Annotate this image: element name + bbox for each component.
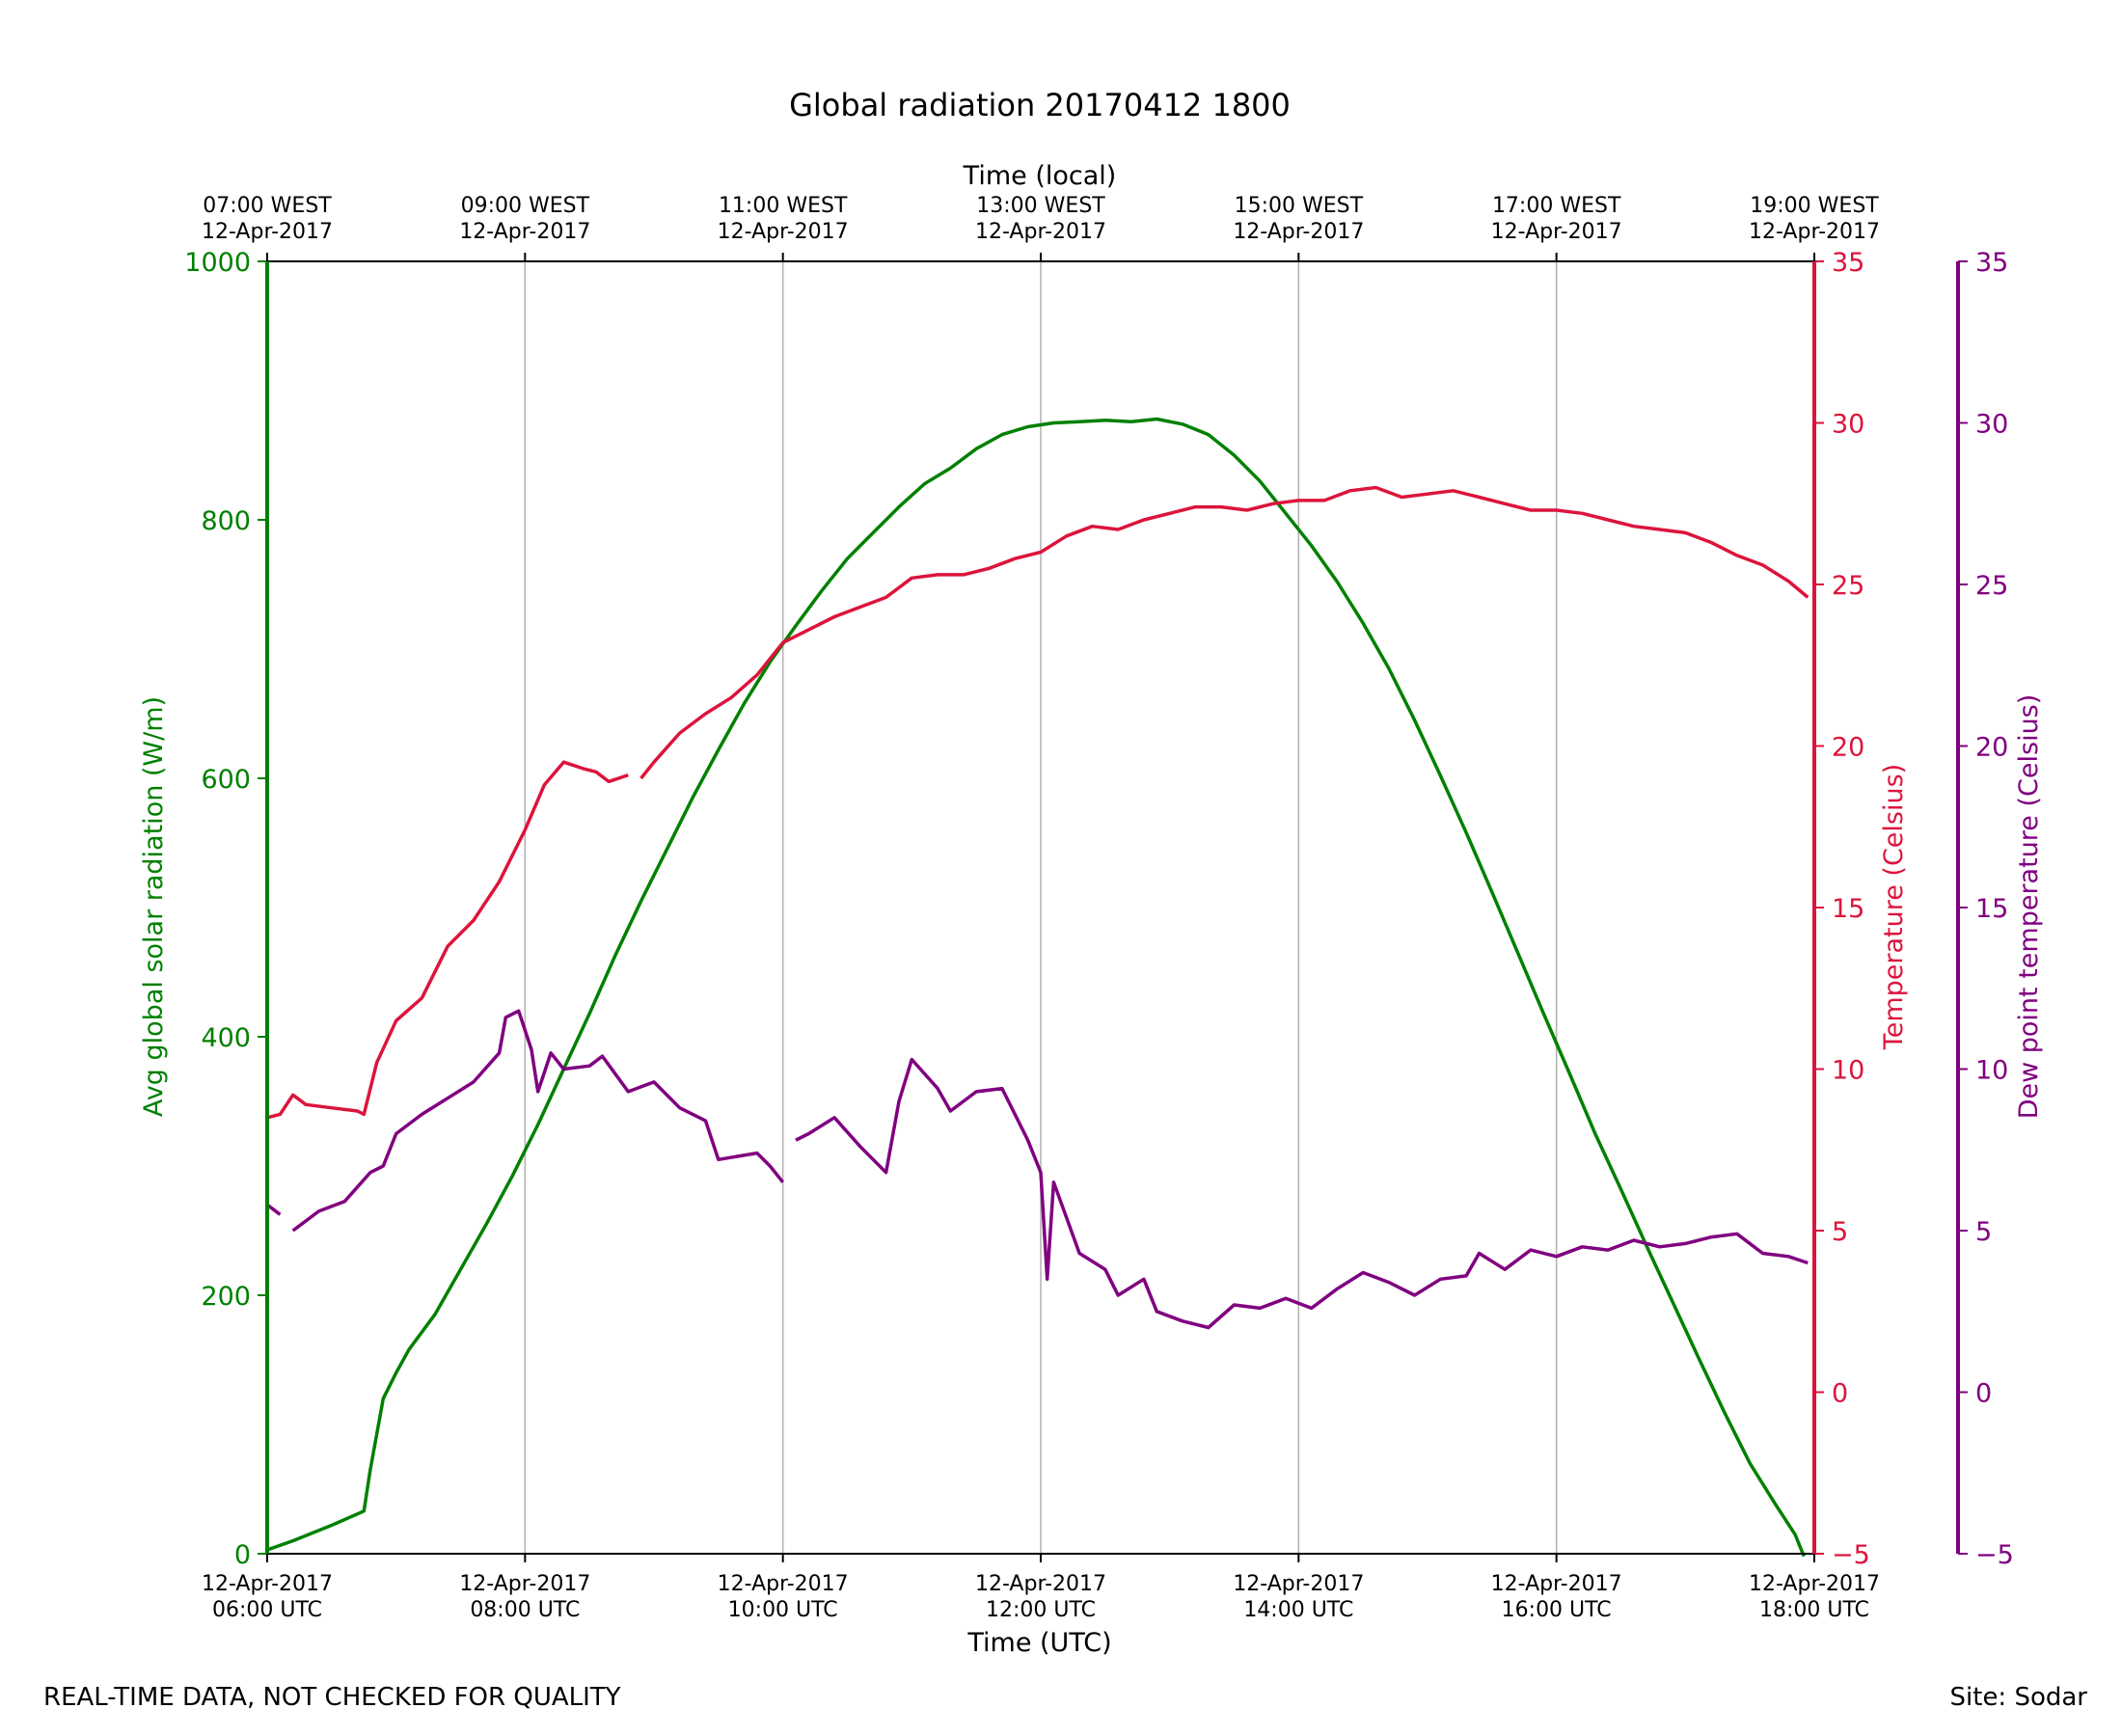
x-tick-label-time: 16:00 UTC: [1502, 1598, 1612, 1622]
x2-tick-label-date: 12-Apr-2017: [718, 220, 849, 244]
bottom-axis-label: Time (UTC): [966, 1628, 1111, 1658]
quality-disclaimer: REAL-TIME DATA, NOT CHECKED FOR QUALITY: [43, 1683, 621, 1712]
temperature-tick-label: 15: [1832, 894, 1864, 924]
temperature-tick-label: 20: [1832, 733, 1864, 763]
x2-tick-label-time: 07:00 WEST: [203, 194, 332, 218]
x-tick-label-time: 08:00 UTC: [470, 1598, 580, 1622]
temperature-axis-label: Temperature (Celsius): [1879, 764, 1909, 1050]
x-tick-label-date: 12-Apr-2017: [202, 1572, 333, 1596]
dewpoint-tick-label: −5: [1975, 1540, 2014, 1570]
series-line-dewpoint: [265, 1009, 1809, 1330]
x-tick-label-date: 12-Apr-2017: [459, 1572, 590, 1596]
radiation-tick-label: 400: [201, 1023, 251, 1053]
x2-tick-label-time: 17:00 WEST: [1492, 194, 1621, 218]
site-label: Site: Sodar: [1949, 1683, 2087, 1712]
series-line-radiation: [266, 417, 1806, 1558]
x2-tick-label-date: 12-Apr-2017: [1749, 220, 1880, 244]
dewpoint-axis-label: Dew point temperature (Celsius): [2014, 694, 2044, 1120]
radiation-tick-label: 1000: [184, 248, 251, 278]
radiation-tick-label: 0: [234, 1540, 251, 1570]
x2-tick-label-time: 09:00 WEST: [461, 194, 590, 218]
series-line-temperature: [266, 485, 1809, 1120]
temperature-tick-label: 5: [1832, 1217, 1848, 1247]
x2-tick-label-date: 12-Apr-2017: [1491, 220, 1622, 244]
radiation-tick-label: 200: [201, 1282, 251, 1312]
radiation-tick-label: 600: [201, 765, 251, 795]
dewpoint-tick-label: 0: [1975, 1379, 1992, 1409]
temperature-tick-label: 30: [1832, 410, 1864, 440]
chart-title: Global radiation 20170412 1800: [789, 87, 1291, 123]
dewpoint-tick-label: 5: [1975, 1217, 1992, 1247]
x-tick-label-time: 14:00 UTC: [1243, 1598, 1353, 1622]
x-tick-label-time: 18:00 UTC: [1759, 1598, 1869, 1622]
top-axis-label: Time (local): [963, 161, 1117, 191]
x2-tick-label-time: 11:00 WEST: [719, 194, 848, 218]
temperature-tick-label: 25: [1832, 571, 1864, 601]
x2-tick-label-time: 13:00 WEST: [976, 194, 1105, 218]
temperature-tick-label: 10: [1832, 1056, 1864, 1086]
x2-tick-label-date: 12-Apr-2017: [1233, 220, 1364, 244]
dewpoint-tick-label: 25: [1975, 571, 2008, 601]
x2-tick-label-date: 12-Apr-2017: [459, 220, 590, 244]
x-tick-label-date: 12-Apr-2017: [1749, 1572, 1880, 1596]
x2-tick-label-date: 12-Apr-2017: [975, 220, 1106, 244]
x-tick-label-date: 12-Apr-2017: [718, 1572, 849, 1596]
radiation-axis-label: Avg global solar radiation (W/m): [139, 696, 169, 1117]
dewpoint-tick-label: 15: [1975, 894, 2008, 924]
temperature-tick-label: −5: [1832, 1540, 1870, 1570]
x-tick-label-date: 12-Apr-2017: [1491, 1572, 1622, 1596]
dewpoint-tick-label: 30: [1975, 410, 2008, 440]
dewpoint-tick-label: 20: [1975, 733, 2008, 763]
dewpoint-tick-label: 10: [1975, 1056, 2008, 1086]
x-tick-label-date: 12-Apr-2017: [975, 1572, 1106, 1596]
x2-tick-label-time: 19:00 WEST: [1750, 194, 1879, 218]
dewpoint-tick-label: 35: [1975, 248, 2008, 278]
temperature-tick-label: 0: [1832, 1379, 1848, 1409]
x-tick-label-time: 06:00 UTC: [212, 1598, 322, 1622]
radiation-tick-label: 800: [201, 506, 251, 536]
temperature-tick-label: 35: [1832, 248, 1864, 278]
x-tick-label-time: 12:00 UTC: [986, 1598, 1096, 1622]
x-tick-label-date: 12-Apr-2017: [1233, 1572, 1364, 1596]
x2-tick-label-time: 15:00 WEST: [1235, 194, 1364, 218]
x2-tick-label-date: 12-Apr-2017: [202, 220, 333, 244]
x-tick-label-time: 10:00 UTC: [728, 1598, 838, 1622]
